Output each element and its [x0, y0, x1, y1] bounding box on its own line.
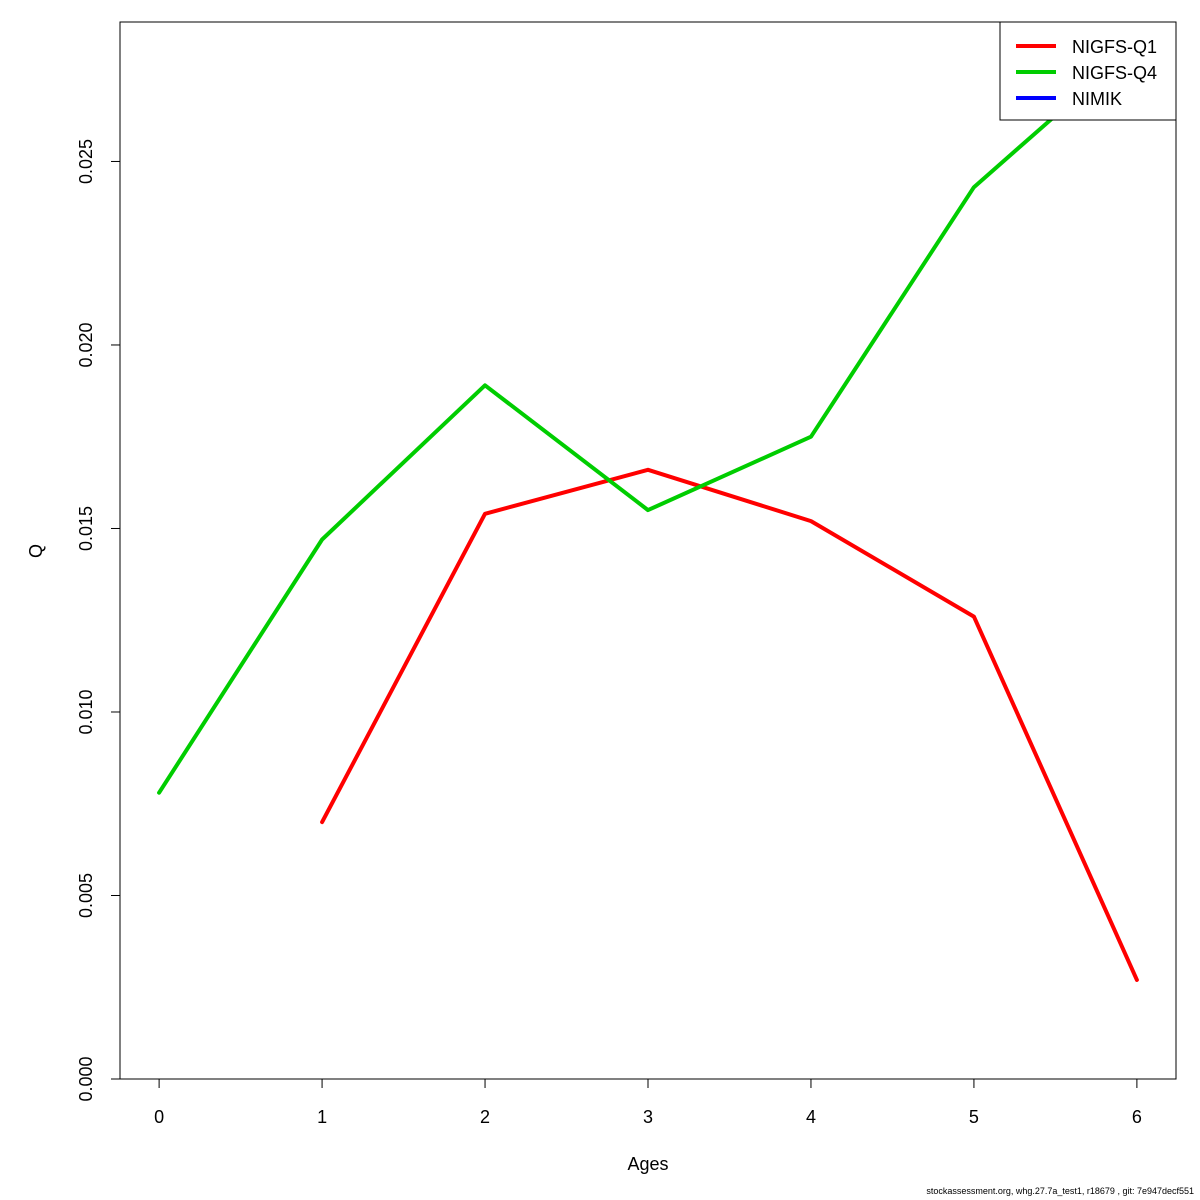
plot-frame [119, 21, 1177, 1080]
legend-label-nigfs-q4: NIGFS-Q4 [1072, 63, 1157, 83]
legend-label-nimik: NIMIK [1072, 89, 1122, 109]
y-tick-label: 0.005 [76, 873, 96, 918]
legend-label-nigfs-q1: NIGFS-Q1 [1072, 37, 1157, 57]
y-tick-label: 0.020 [76, 322, 96, 367]
x-tick-label: 3 [643, 1107, 653, 1127]
series-line-nigfs-q1 [320, 467, 1139, 982]
y-tick-label: 0.025 [76, 139, 96, 184]
series-line-nigfs-q4 [157, 42, 1139, 795]
x-tick-label: 4 [806, 1107, 816, 1127]
y-tick-label: 0.015 [76, 506, 96, 551]
legend: NIGFS-Q1 NIGFS-Q4 NIMIK [999, 21, 1177, 121]
y-tick-label: 0.000 [76, 1056, 96, 1101]
y-axis-label: Q [26, 544, 46, 558]
x-tick-label: 2 [480, 1107, 490, 1127]
x-tick-label: 0 [154, 1107, 164, 1127]
x-tick-label: 1 [317, 1107, 327, 1127]
x-axis-label: Ages [627, 1154, 668, 1174]
x-axis: 0 1 2 3 4 5 6 [154, 1078, 1142, 1127]
footer-note: stockassessment.org, whg.27.7a_test1, r1… [926, 1186, 1194, 1196]
y-tick-label: 0.010 [76, 689, 96, 734]
x-tick-label: 6 [1132, 1107, 1142, 1127]
y-axis: 0.000 0.005 0.010 0.015 0.020 0.025 [76, 139, 121, 1102]
x-tick-label: 5 [969, 1107, 979, 1127]
series-layer [157, 42, 1139, 982]
